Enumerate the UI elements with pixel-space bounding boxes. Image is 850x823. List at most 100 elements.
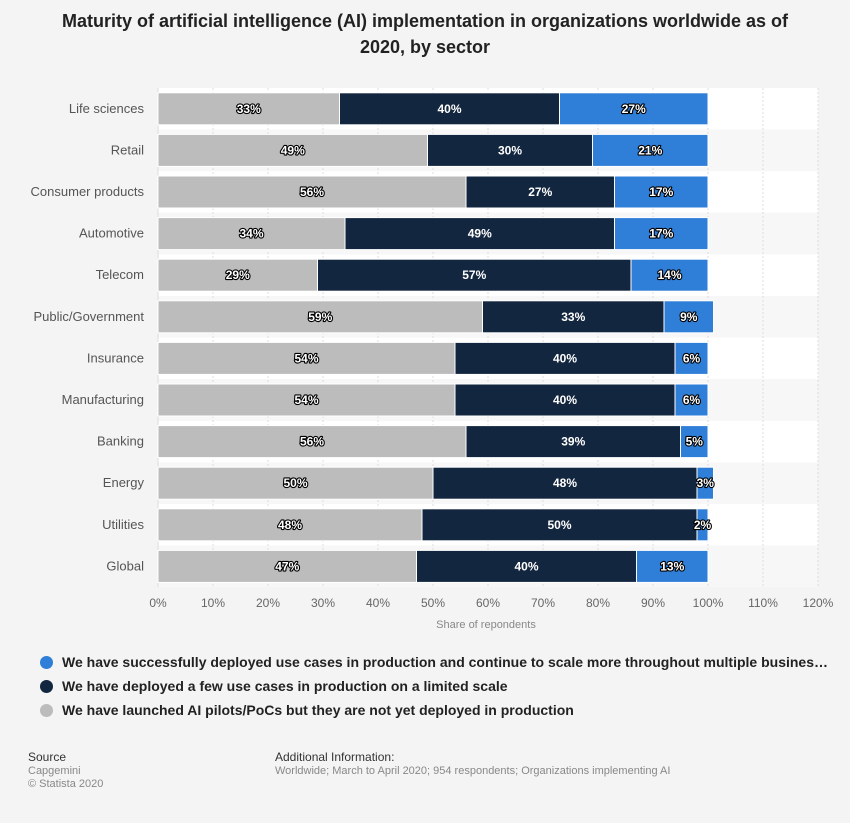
data-label: 33% — [561, 310, 585, 324]
bar-segment[interactable] — [157, 383, 456, 417]
bar-segment[interactable] — [592, 133, 709, 167]
bar-segment[interactable] — [559, 92, 709, 126]
data-label: 17% — [649, 227, 673, 241]
data-label: 56% — [300, 185, 324, 199]
bar-segment[interactable] — [157, 508, 423, 542]
data-label: 29% — [226, 268, 250, 282]
legend-swatch — [40, 679, 53, 693]
source-name[interactable]: Capgemini — [28, 765, 81, 777]
data-label: 56% — [300, 435, 324, 449]
data-label: 49% — [468, 227, 492, 241]
chart-legend: We have successfully deployed use cases … — [40, 650, 830, 722]
bar-segment[interactable] — [157, 466, 434, 500]
data-label: 30% — [498, 143, 522, 157]
data-label: 47% — [275, 559, 299, 573]
bar-segment[interactable] — [421, 508, 698, 542]
bar-segment[interactable] — [465, 175, 615, 209]
category-label: Energy — [103, 475, 145, 490]
bar-segment[interactable] — [614, 217, 709, 251]
data-label: 14% — [657, 268, 681, 282]
data-label: 34% — [239, 227, 263, 241]
category-label: Insurance — [87, 350, 144, 365]
x-tick-label: 110% — [748, 596, 778, 610]
copyright-text[interactable]: © Statista 2020 — [28, 778, 104, 790]
bar-segment[interactable] — [157, 175, 467, 209]
category-label: Banking — [97, 434, 144, 449]
legend-label: We have successfully deployed use cases … — [62, 654, 830, 670]
bar-segment[interactable] — [630, 258, 709, 292]
bar-segment[interactable] — [465, 425, 681, 459]
category-label: Life sciences — [69, 101, 145, 116]
source-heading: Source — [28, 750, 67, 764]
legend-item[interactable]: We have successfully deployed use cases … — [40, 650, 830, 674]
x-tick-label: 30% — [311, 596, 335, 610]
data-label: 50% — [283, 476, 307, 490]
bar-segment[interactable] — [636, 549, 709, 583]
data-label: 21% — [638, 143, 662, 157]
category-label: Telecom — [96, 267, 144, 282]
data-label: 48% — [278, 518, 302, 532]
x-axis-label: Share of repondents — [436, 619, 536, 631]
bar-segment[interactable] — [157, 217, 346, 251]
chart-title: Maturity of artificial intelligence (AI)… — [61, 11, 789, 57]
x-tick-label: 20% — [256, 596, 280, 610]
legend-item[interactable]: We have launched AI pilots/PoCs but they… — [40, 698, 830, 722]
data-label: 6% — [683, 393, 701, 407]
legend-swatch — [40, 655, 53, 669]
stacked-bar-chart: 0% 10% 20% 30% 40% 50% 60% 70% 80% 90% 100% 110% 120… — [31, 88, 834, 631]
x-tick-label: 80% — [586, 596, 610, 610]
category-label: Manufacturing — [62, 392, 144, 407]
data-label: 40% — [553, 393, 577, 407]
bar-segment[interactable] — [674, 383, 709, 417]
x-tick-label: 100% — [693, 596, 724, 610]
legend-label: We have launched AI pilots/PoCs but they… — [62, 702, 574, 718]
x-tick-label: 10% — [201, 596, 225, 610]
category-label: Automotive — [79, 226, 144, 241]
legend-item[interactable]: We have deployed a few use cases in prod… — [40, 674, 830, 698]
data-label: 27% — [622, 102, 646, 116]
additional-info-block: Additional Information: Worldwide; March… — [275, 751, 670, 778]
category-label: Public/Government — [33, 309, 144, 324]
legend-label: We have deployed a few use cases in prod… — [62, 678, 508, 694]
data-label: 6% — [683, 351, 701, 365]
data-label: 54% — [294, 393, 318, 407]
data-label: 49% — [281, 143, 305, 157]
data-label: 2% — [694, 518, 712, 532]
bar-segment[interactable] — [427, 133, 593, 167]
additional-info-heading: Additional Information: — [275, 750, 395, 764]
bar-segment[interactable] — [674, 341, 709, 375]
x-tick-label: 50% — [421, 596, 445, 610]
category-label: Retail — [111, 142, 144, 157]
x-tick-label: 60% — [476, 596, 500, 610]
additional-info-text: Worldwide; March to April 2020; 954 resp… — [275, 765, 671, 777]
legend-swatch — [40, 703, 53, 717]
bar-segment[interactable] — [680, 425, 709, 459]
bar-segment[interactable] — [317, 258, 632, 292]
bar-segment[interactable] — [482, 300, 665, 334]
bar-segment[interactable] — [696, 466, 714, 500]
bar-segment[interactable] — [157, 258, 318, 292]
bar-segment[interactable] — [157, 425, 467, 459]
category-label: Global — [106, 558, 144, 573]
data-label: 13% — [660, 559, 684, 573]
bar-segment[interactable] — [344, 217, 615, 251]
bar-segment[interactable] — [454, 341, 676, 375]
bar-segment[interactable] — [157, 300, 483, 334]
bar-segment[interactable] — [157, 92, 340, 126]
data-label: 27% — [528, 185, 552, 199]
data-label: 57% — [462, 268, 486, 282]
data-label: 59% — [308, 310, 332, 324]
bar-segment[interactable] — [663, 300, 714, 334]
data-label: 5% — [686, 435, 704, 449]
x-tick-label: 90% — [641, 596, 665, 610]
x-tick-label: 70% — [531, 596, 555, 610]
data-label: 48% — [553, 476, 577, 490]
data-label: 40% — [437, 102, 461, 116]
bar-segment[interactable] — [432, 466, 698, 500]
source-block: Source Capgemini © Statista 2020 — [28, 751, 103, 791]
bar-segment[interactable] — [696, 508, 709, 542]
x-tick-label: 120% — [803, 596, 834, 610]
bar-segment[interactable] — [614, 175, 709, 209]
bar-segment[interactable] — [157, 341, 456, 375]
data-label: 50% — [547, 518, 571, 532]
